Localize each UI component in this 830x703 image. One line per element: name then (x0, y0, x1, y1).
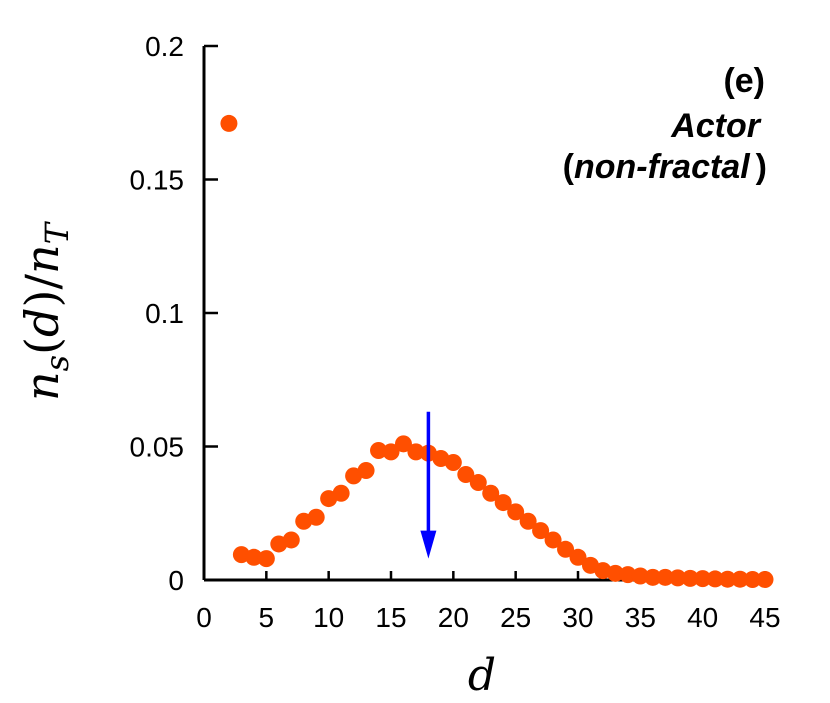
y-tick-label: 0.1 (145, 298, 184, 329)
x-tick-label: 25 (500, 602, 531, 633)
data-point (507, 503, 525, 521)
data-point (706, 570, 724, 588)
data-point (245, 548, 263, 566)
x-tick-label: 45 (749, 602, 780, 633)
paren-close: ) (756, 148, 767, 186)
y-title-d: d (15, 307, 69, 336)
y-title-close: )/ (15, 274, 69, 308)
data-point (444, 454, 462, 472)
data-point (370, 442, 388, 460)
data-point (694, 570, 712, 588)
median-arrow (420, 411, 437, 559)
data-point (631, 567, 649, 585)
data-point (544, 531, 562, 549)
data-point (482, 484, 500, 502)
data-point (719, 570, 737, 588)
x-tick-label: 10 (313, 602, 344, 633)
data-point (619, 566, 637, 584)
data-point (332, 484, 350, 502)
data-point (532, 522, 550, 540)
x-tick-label: 35 (625, 602, 656, 633)
data-point (394, 435, 412, 453)
data-point (494, 494, 512, 512)
x-tick-label: 20 (438, 602, 469, 633)
y-tick-label: 0.15 (130, 165, 185, 196)
data-point (519, 512, 537, 530)
arrow-head (420, 530, 437, 559)
network-type: (non-fractal) (563, 148, 767, 186)
data-point (557, 540, 575, 558)
data-point (220, 114, 238, 132)
data-point (656, 568, 674, 586)
data-point (756, 570, 774, 588)
paren-open: ( (563, 148, 575, 186)
y-title-n: n (15, 371, 69, 401)
x-tick-label: 5 (259, 602, 275, 633)
data-point (469, 474, 487, 492)
x-tick-label: 15 (375, 602, 406, 633)
network-name: Actor (670, 107, 762, 145)
y-title-n2: n (15, 244, 69, 274)
data-point (569, 548, 587, 566)
data-point (457, 466, 475, 484)
network-type-label: non-fractal (574, 148, 751, 186)
data-point (282, 531, 300, 549)
data-point (731, 570, 749, 588)
data-point (407, 443, 425, 461)
x-tick-label: 0 (196, 602, 212, 633)
data-point (744, 570, 762, 588)
y-tick-label: 0.05 (130, 432, 185, 463)
panel-label: (e) (723, 62, 765, 100)
data-point (644, 568, 662, 586)
data-point (606, 564, 624, 582)
data-points (220, 114, 774, 588)
ticks: 0 5 10 15 20 25 30 35 40 45 0 0.05 0.1 0.15 0.2 (130, 31, 781, 633)
y-tick-label: 0.2 (145, 31, 184, 62)
y-tick-label: 0 (168, 565, 184, 596)
y-axis-title: ns(d)/nT (15, 220, 76, 401)
x-axis-title: d (468, 650, 496, 698)
data-point (382, 443, 400, 461)
x-tick-label: 30 (562, 602, 593, 633)
y-title-sub-t: T (38, 220, 76, 244)
data-point (257, 550, 275, 568)
data-point (669, 569, 687, 587)
y-title-open: ( (15, 337, 69, 355)
data-point (307, 508, 325, 526)
data-point (681, 569, 699, 587)
data-point (357, 462, 375, 480)
y-title-sub-s: s (38, 355, 76, 371)
x-tick-label: 40 (687, 602, 718, 633)
